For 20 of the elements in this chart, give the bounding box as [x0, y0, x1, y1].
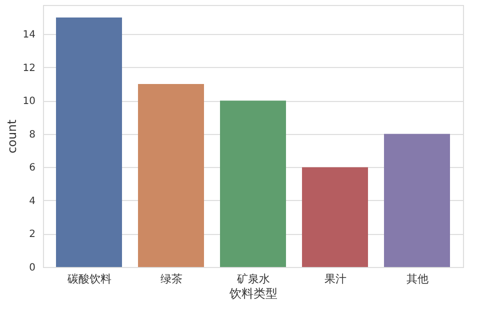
y-tick-label: 4	[29, 196, 36, 207]
y-axis-title: count	[4, 119, 19, 154]
y-tick-label: 6	[29, 162, 36, 174]
y-tick-label: 14	[22, 30, 36, 41]
x-tick-label: 碳酸饮料	[66, 272, 112, 286]
bar	[56, 17, 122, 267]
x-tick-label: 绿茶	[160, 272, 182, 286]
x-axis-title: 饮料类型	[228, 286, 278, 300]
y-tick-label: 8	[29, 129, 36, 140]
bar	[220, 100, 286, 267]
y-tick-label: 10	[22, 96, 36, 108]
bar	[138, 84, 204, 267]
y-tick-label: 2	[29, 229, 36, 240]
bar	[302, 167, 368, 267]
x-tick-label: 果汁	[324, 272, 346, 286]
x-tick-label: 矿泉水	[236, 272, 270, 286]
y-tick-label: 0	[29, 262, 36, 274]
bar	[384, 134, 450, 267]
y-tick-label: 12	[22, 62, 36, 74]
x-tick-label: 其他	[406, 272, 428, 286]
